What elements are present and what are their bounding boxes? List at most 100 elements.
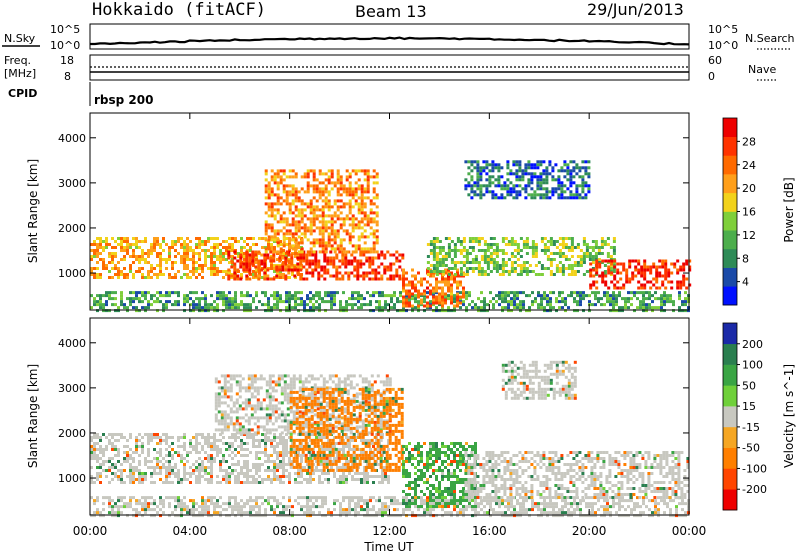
heatmap-cell bbox=[315, 241, 319, 245]
heatmap-cell bbox=[99, 258, 102, 261]
heatmap-cell bbox=[573, 246, 577, 249]
heatmap-cell bbox=[549, 258, 553, 261]
heatmap-cell bbox=[189, 276, 192, 279]
heatmap-cell bbox=[135, 466, 138, 469]
heatmap-cell bbox=[305, 259, 309, 263]
heatmap-cell bbox=[168, 502, 171, 506]
heatmap-cell bbox=[392, 262, 396, 266]
heatmap-cell bbox=[564, 243, 568, 246]
heatmap-cell bbox=[676, 271, 680, 275]
heatmap-cell bbox=[621, 505, 624, 509]
heatmap-cell bbox=[213, 264, 216, 267]
heatmap-cell bbox=[480, 267, 484, 270]
heatmap-cell bbox=[210, 466, 213, 469]
heatmap-cell bbox=[606, 243, 610, 246]
heatmap-cell bbox=[111, 505, 114, 509]
heatmap-cell bbox=[258, 237, 261, 240]
heatmap-cell bbox=[536, 175, 540, 179]
heatmap-cell bbox=[222, 309, 225, 313]
heatmap-cell bbox=[192, 469, 195, 472]
heatmap-cell bbox=[396, 514, 399, 518]
heatmap-cell bbox=[255, 514, 258, 518]
heatmap-cell bbox=[603, 508, 606, 512]
heatmap-cell bbox=[339, 478, 342, 481]
heatmap-cell bbox=[558, 255, 562, 258]
heatmap-cell bbox=[516, 258, 520, 261]
heatmap-cell bbox=[303, 466, 306, 469]
heatmap-cell bbox=[144, 460, 147, 463]
heatmap-cell bbox=[243, 472, 246, 475]
heatmap-cell bbox=[111, 508, 114, 512]
heatmap-cell bbox=[177, 496, 180, 500]
heatmap-cell bbox=[601, 280, 605, 284]
heatmap-cell bbox=[234, 514, 237, 518]
heatmap-cell bbox=[177, 240, 180, 243]
heatmap-cell bbox=[282, 466, 285, 469]
heatmap-cell bbox=[117, 451, 120, 454]
heatmap-cell bbox=[670, 286, 674, 290]
heatmap-cell bbox=[324, 184, 328, 188]
heatmap-cell bbox=[306, 226, 310, 230]
heatmap-cell bbox=[510, 237, 514, 240]
heatmap-cell bbox=[225, 442, 228, 445]
heatmap-cell bbox=[585, 514, 588, 518]
heatmap-cell bbox=[533, 196, 537, 200]
heatmap-cell bbox=[195, 267, 198, 270]
heatmap-cell bbox=[582, 499, 585, 503]
heatmap-cell bbox=[669, 294, 672, 298]
heatmap-cell bbox=[93, 448, 96, 451]
heatmap-cell bbox=[539, 175, 543, 179]
heatmap-cell bbox=[612, 237, 616, 240]
heatmap-cell bbox=[333, 436, 336, 439]
heatmap-cell bbox=[615, 511, 618, 515]
heatmap-cell bbox=[420, 298, 423, 302]
heatmap-cell bbox=[435, 291, 438, 295]
heatmap-cell bbox=[585, 246, 589, 249]
heatmap-cell bbox=[363, 169, 367, 173]
heatmap-cell bbox=[518, 184, 522, 188]
heatmap-cell bbox=[222, 460, 225, 463]
heatmap-cell bbox=[678, 306, 681, 310]
heatmap-cell bbox=[438, 261, 442, 264]
heatmap-cell bbox=[315, 496, 318, 500]
heatmap-cell bbox=[273, 475, 276, 478]
heatmap-cell bbox=[180, 436, 183, 439]
heatmap-cell bbox=[225, 300, 228, 304]
heatmap-cell bbox=[192, 267, 195, 270]
heatmap-cell bbox=[357, 226, 361, 230]
heatmap-cell bbox=[471, 246, 475, 249]
heatmap-cell bbox=[354, 496, 357, 500]
heatmap-cell bbox=[105, 267, 108, 270]
heatmap-cell bbox=[255, 243, 258, 246]
heatmap-cell bbox=[420, 514, 423, 518]
heatmap-cell bbox=[147, 436, 150, 439]
heatmap-cell bbox=[273, 193, 277, 197]
heatmap-cell bbox=[216, 499, 219, 503]
heatmap-cell bbox=[679, 280, 683, 284]
heatmap-cell bbox=[576, 303, 579, 307]
heatmap-cell bbox=[225, 508, 228, 512]
heatmap-cell bbox=[249, 508, 252, 512]
heatmap-cell bbox=[105, 460, 108, 463]
heatmap-cell bbox=[339, 199, 343, 203]
colorbar-segment bbox=[723, 230, 737, 250]
heatmap-cell bbox=[575, 166, 579, 170]
heatmap-cell bbox=[462, 514, 465, 518]
heatmap-cell bbox=[669, 511, 672, 515]
heatmap-cell bbox=[282, 276, 285, 279]
heatmap-cell bbox=[102, 258, 105, 261]
heatmap-cell bbox=[270, 306, 273, 310]
heatmap-cell bbox=[279, 178, 283, 182]
heatmap-cell bbox=[476, 184, 480, 188]
heatmap-cell bbox=[396, 508, 399, 512]
heatmap-cell bbox=[288, 223, 292, 227]
heatmap-cell bbox=[545, 178, 549, 182]
heatmap-cell bbox=[491, 160, 495, 164]
heatmap-cell bbox=[609, 267, 613, 270]
heatmap-cell bbox=[588, 496, 591, 500]
heatmap-cell bbox=[339, 244, 343, 248]
heatmap-cell bbox=[566, 196, 570, 200]
heatmap-cell bbox=[327, 169, 331, 173]
heatmap-cell bbox=[126, 502, 129, 506]
heatmap-cell bbox=[195, 448, 198, 451]
